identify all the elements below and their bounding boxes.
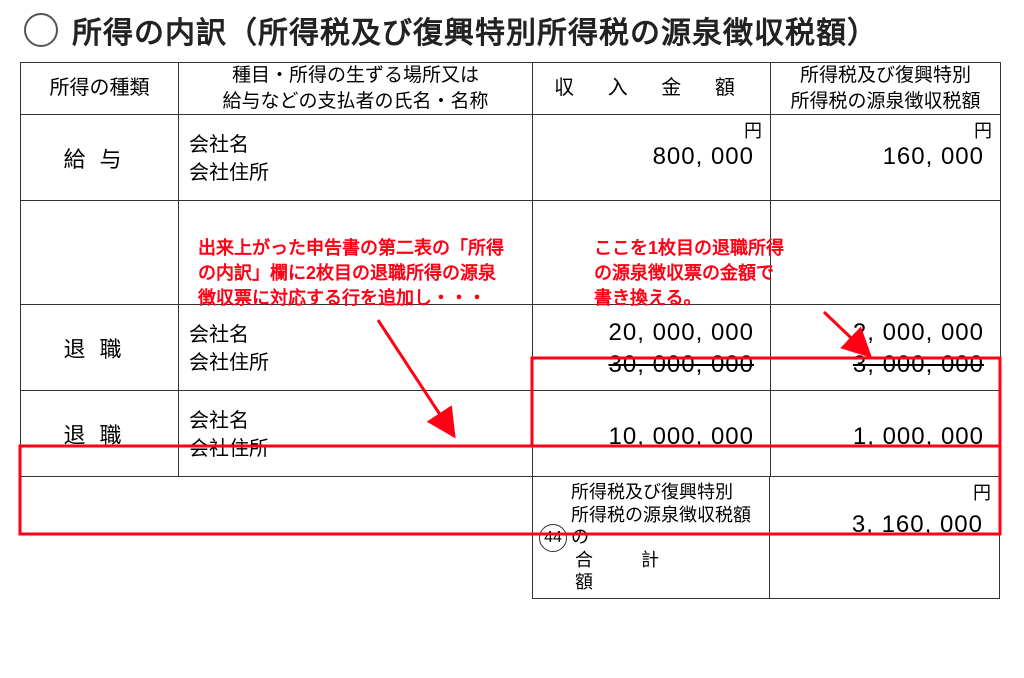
hdr-type: 所得の種類 [21, 63, 179, 115]
income-breakdown-table: 所得の種類 種目・所得の生ずる場所又は 給与などの支払者の氏名・名称 収 入 金… [20, 62, 1001, 477]
total-amount-cell: 円 3, 160, 000 [770, 477, 1000, 599]
tax-amount-old: 3, 000, 000 [853, 351, 984, 379]
hdr-place: 種目・所得の生ずる場所又は 給与などの支払者の氏名・名称 [179, 63, 533, 115]
total-label-line: 所得税の源泉徴収税額の [571, 505, 751, 548]
cell-empty [179, 201, 533, 305]
total-label-cell: 44 所得税及び復興特別 所得税の源泉徴収税額の 合計額 [532, 477, 770, 599]
cell-place: 会社名 会社住所 [179, 305, 533, 391]
total-row: 44 所得税及び復興特別 所得税の源泉徴収税額の 合計額 円 3, 160, 0… [20, 477, 1000, 599]
cell-type: 退職 [21, 305, 179, 391]
total-amount: 3, 160, 000 [852, 511, 983, 539]
cell-place: 会社名 会社住所 [179, 115, 533, 201]
income-amount: 10, 000, 000 [609, 423, 754, 451]
total-number-circle: 44 [539, 524, 567, 552]
yen-unit: 円 [974, 117, 992, 143]
place-line: 会社住所 [189, 159, 522, 187]
table-row: 給与 会社名 会社住所 円 800, 000 円 160, 000 [21, 115, 1001, 201]
cell-type: 退職 [21, 391, 179, 477]
cell-income: 20, 000, 000 30, 000, 000 [533, 305, 771, 391]
yen-unit: 円 [973, 479, 991, 505]
cell-empty [533, 201, 771, 305]
cell-income: 円 800, 000 [533, 115, 771, 201]
cell-empty [771, 201, 1001, 305]
cell-tax: 1, 000, 000 [771, 391, 1001, 477]
place-line: 会社名 [189, 131, 522, 159]
income-amount-new: 20, 000, 000 [609, 319, 754, 347]
yen-unit: 円 [744, 117, 762, 143]
place-line: 会社名 [189, 321, 522, 349]
cell-income: 10, 000, 000 [533, 391, 771, 477]
hdr-income: 収 入 金 額 [533, 63, 771, 115]
header-row: 所得の種類 種目・所得の生ずる場所又は 給与などの支払者の氏名・名称 収 入 金… [21, 63, 1001, 115]
cell-empty [21, 201, 179, 305]
total-label-line: 所得税及び復興特別 [571, 482, 733, 502]
total-label-line: 合計額 [571, 549, 763, 594]
tax-amount-new: 2, 000, 000 [853, 319, 984, 347]
place-line: 会社住所 [189, 349, 522, 377]
cell-place: 会社名 会社住所 [179, 391, 533, 477]
cell-tax: 2, 000, 000 3, 000, 000 [771, 305, 1001, 391]
page-title: 所得の内訳（所得税及び復興特別所得税の源泉徴収税額） [72, 8, 878, 52]
hdr-tax: 所得税及び復興特別 所得税の源泉徴収税額 [771, 63, 1001, 115]
place-line: 会社住所 [189, 435, 522, 463]
place-line: 会社名 [189, 407, 522, 435]
table-row-empty [21, 201, 1001, 305]
table-row: 退職 会社名 会社住所 10, 000, 000 1, 000, 000 [21, 391, 1001, 477]
cell-tax: 円 160, 000 [771, 115, 1001, 201]
tax-amount: 160, 000 [883, 143, 984, 171]
income-amount-old: 30, 000, 000 [609, 351, 754, 379]
cell-type: 給与 [21, 115, 179, 201]
income-amount: 800, 000 [653, 143, 754, 171]
title-circle-marker [24, 13, 58, 47]
table-row: 退職 会社名 会社住所 20, 000, 000 30, 000, 000 2,… [21, 305, 1001, 391]
title-row: 所得の内訳（所得税及び復興特別所得税の源泉徴収税額） [0, 0, 1024, 62]
tax-amount: 1, 000, 000 [853, 423, 984, 451]
